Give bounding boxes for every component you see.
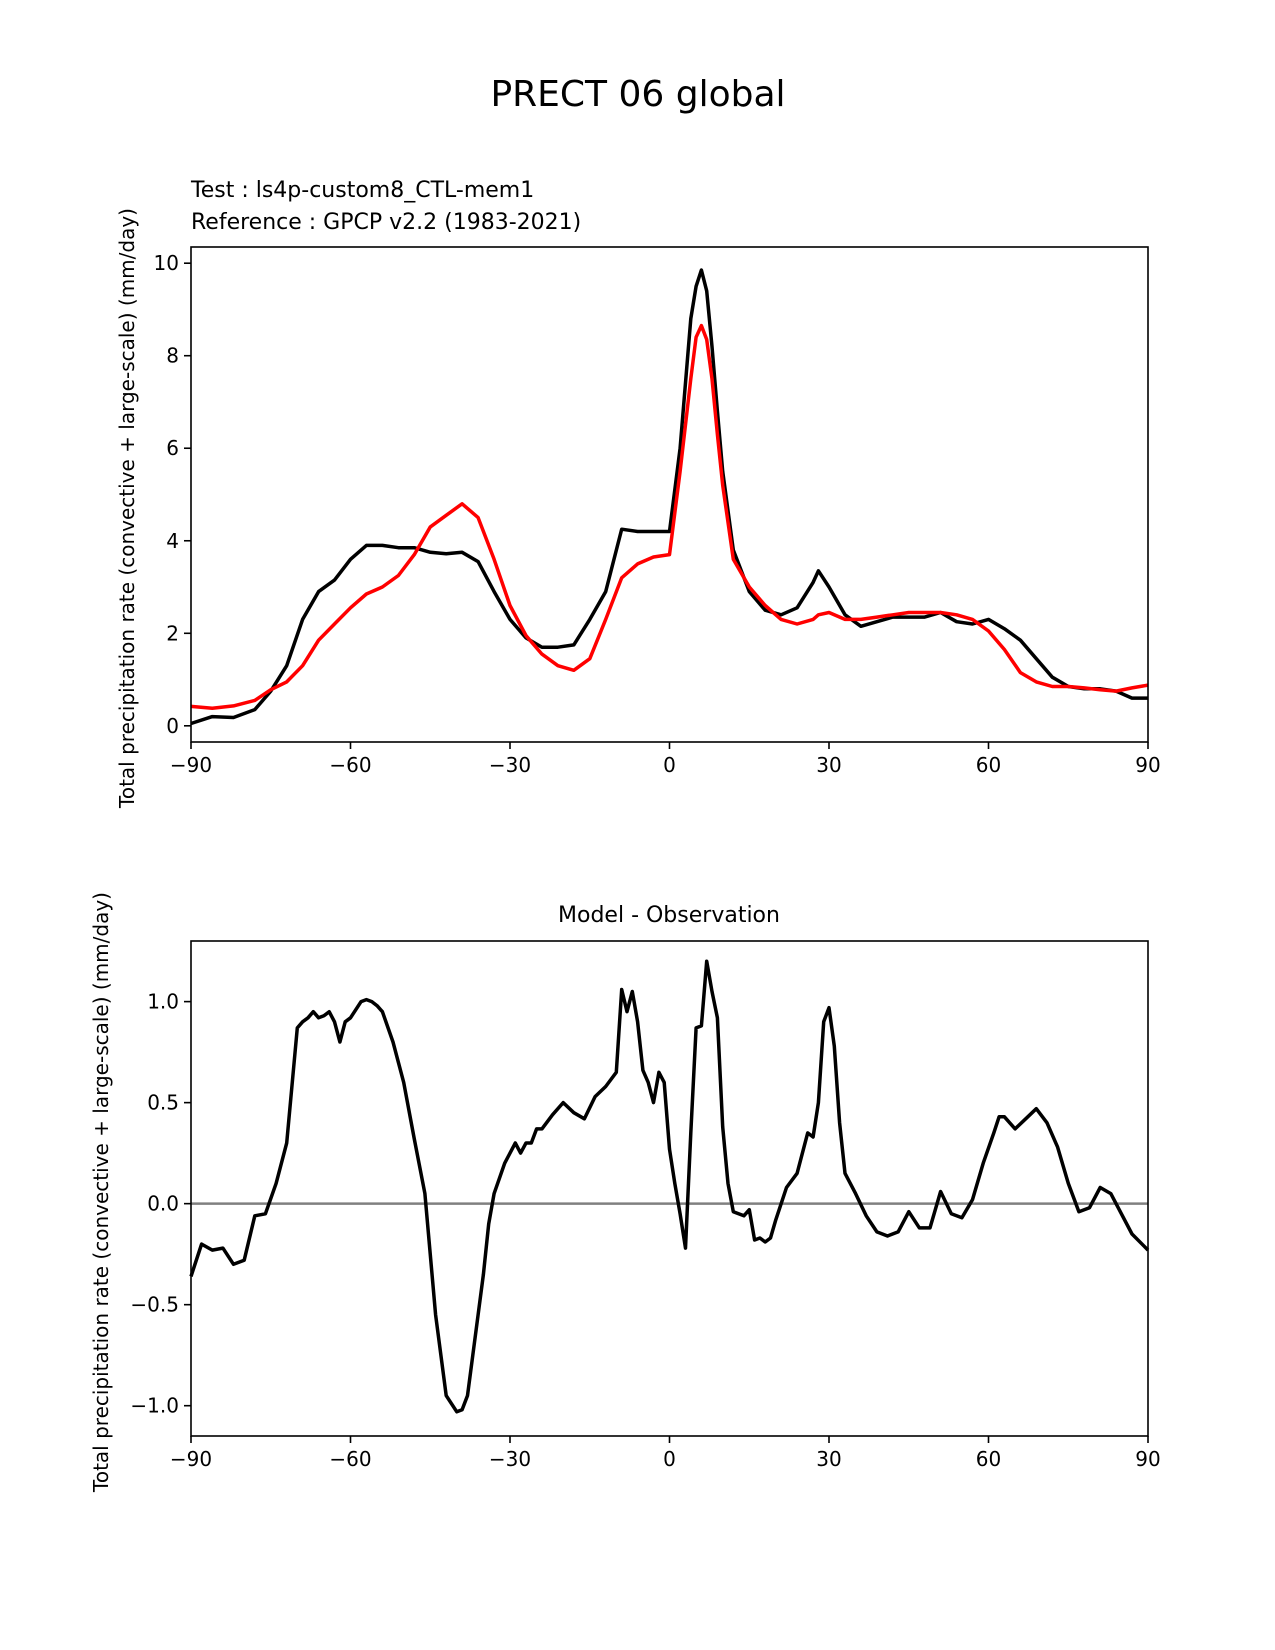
bottom-plot-frame	[190, 940, 1149, 1437]
bottom-y-tick-label: −0.5	[130, 1293, 179, 1317]
bottom-chart: Model - Observation Total precipitation …	[89, 892, 1161, 1493]
figure-title: PRECT 06 global	[490, 74, 785, 115]
top-y-tick-label: 2	[166, 621, 179, 645]
top-chart: Test : ls4p-custom8_CTL-mem1 Reference :…	[115, 178, 1161, 809]
top-x-tick-label: 30	[816, 753, 841, 777]
top-y-tick-label: 8	[166, 344, 179, 368]
bottom-chart-title: Model - Observation	[558, 903, 780, 928]
top-series-reference-line	[190, 323, 1149, 710]
bottom-y-tick-label: 0.0	[147, 1192, 179, 1216]
bottom-chart-y-axis-label: Total precipitation rate (convective + l…	[89, 892, 113, 1493]
top-plot-frame	[190, 246, 1149, 743]
top-series-test-line	[190, 268, 1148, 726]
top-x-tick-label: 60	[976, 753, 1001, 777]
top-chart-y-axis-label: Total precipitation rate (convective + l…	[115, 208, 139, 809]
bottom-y-tick-label: −1.0	[130, 1394, 179, 1418]
legend-reference-label: Reference : GPCP v2.2 (1983-2021)	[191, 210, 581, 235]
top-x-tick-label: 0	[663, 753, 676, 777]
top-x-tick-label: −60	[329, 753, 371, 777]
top-y-tick-label: 0	[166, 714, 179, 738]
top-x-tick-label: 90	[1135, 753, 1160, 777]
top-x-tick-label: −90	[170, 753, 212, 777]
bottom-x-tick-label: 0	[663, 1447, 676, 1471]
bottom-x-tick-label: 90	[1135, 1447, 1160, 1471]
top-y-tick-label: 10	[154, 251, 179, 275]
bottom-y-tick-label: 0.5	[147, 1091, 179, 1115]
bottom-x-tick-label: 60	[976, 1447, 1001, 1471]
bottom-x-tick-label: −60	[329, 1447, 371, 1471]
top-x-tick-label: −30	[489, 753, 531, 777]
top-y-tick-label: 4	[166, 529, 179, 553]
bottom-x-tick-label: −30	[489, 1447, 531, 1471]
bottom-x-tick-label: 30	[816, 1447, 841, 1471]
bottom-y-tick-label: 1.0	[147, 990, 179, 1014]
bottom-series-test-line	[189, 959, 1150, 1414]
bottom-x-tick-label: −90	[170, 1447, 212, 1471]
legend-test-label: Test : ls4p-custom8_CTL-mem1	[190, 178, 534, 203]
top-y-tick-label: 6	[166, 436, 179, 460]
